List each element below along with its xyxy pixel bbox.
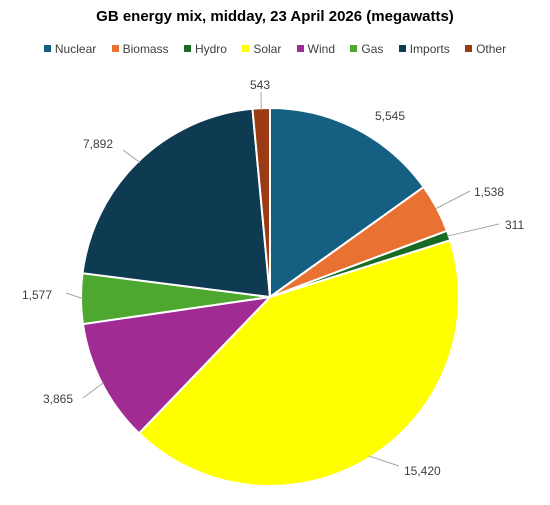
legend-swatch (43, 45, 51, 53)
legend-item-biomass: Biomass (111, 42, 169, 56)
leader-lines (65, 91, 500, 467)
data-label-nuclear: 5,545 (375, 109, 405, 123)
pie-slice-nuclear (269, 106, 426, 299)
data-label-imports: 7,892 (83, 137, 113, 151)
legend-swatch (296, 45, 304, 53)
legend-label: Gas (361, 42, 384, 56)
pie-slices (80, 106, 460, 487)
legend-swatch (350, 45, 358, 53)
data-label-gas: 1,577 (22, 288, 52, 302)
data-label-hydro: 311 (505, 218, 524, 232)
legend-label: Solar (253, 42, 282, 56)
legend-swatch (465, 45, 473, 53)
legend: Nuclear Biomass Hydro Solar Wind Gas Imp… (0, 42, 550, 56)
legend-label: Biomass (122, 42, 169, 56)
legend-item-imports: Imports (398, 42, 450, 56)
legend-item-solar: Solar (242, 42, 281, 56)
legend-label: Nuclear (54, 42, 97, 56)
data-label-solar: 15,420 (404, 464, 441, 478)
leader-line-solar (368, 455, 400, 467)
legend-item-nuclear: Nuclear (43, 42, 97, 56)
data-label-wind: 3,865 (43, 392, 73, 406)
pie-slice-solar (137, 239, 460, 487)
legend-item-hydro: Hydro (183, 42, 227, 56)
data-label-biomass: 1,538 (474, 185, 504, 199)
leader-line-hydro (446, 223, 500, 237)
data-labels: 5,545 1,538 311 15,420 3,865 1,577 7,892 543 (22, 78, 524, 478)
leader-line-imports (122, 149, 141, 163)
legend-item-gas: Gas (350, 42, 383, 56)
legend-swatch (398, 45, 406, 53)
legend-swatch (111, 45, 119, 53)
legend-item-other: Other (465, 42, 506, 56)
leader-line-wind (82, 382, 104, 399)
legend-swatch (242, 45, 250, 53)
legend-item-wind: Wind (296, 42, 336, 56)
chart-title: GB energy mix, midday, 23 April 2026 (me… (96, 8, 454, 25)
data-label-other: 543 (250, 78, 270, 92)
legend-swatch (183, 45, 191, 53)
legend-label: Wind (307, 42, 336, 56)
leader-line-gas (65, 292, 84, 300)
legend-label: Hydro (194, 42, 227, 56)
legend-label: Other (476, 42, 507, 56)
legend-label: Imports (409, 42, 450, 56)
leader-line-biomass (434, 190, 471, 210)
